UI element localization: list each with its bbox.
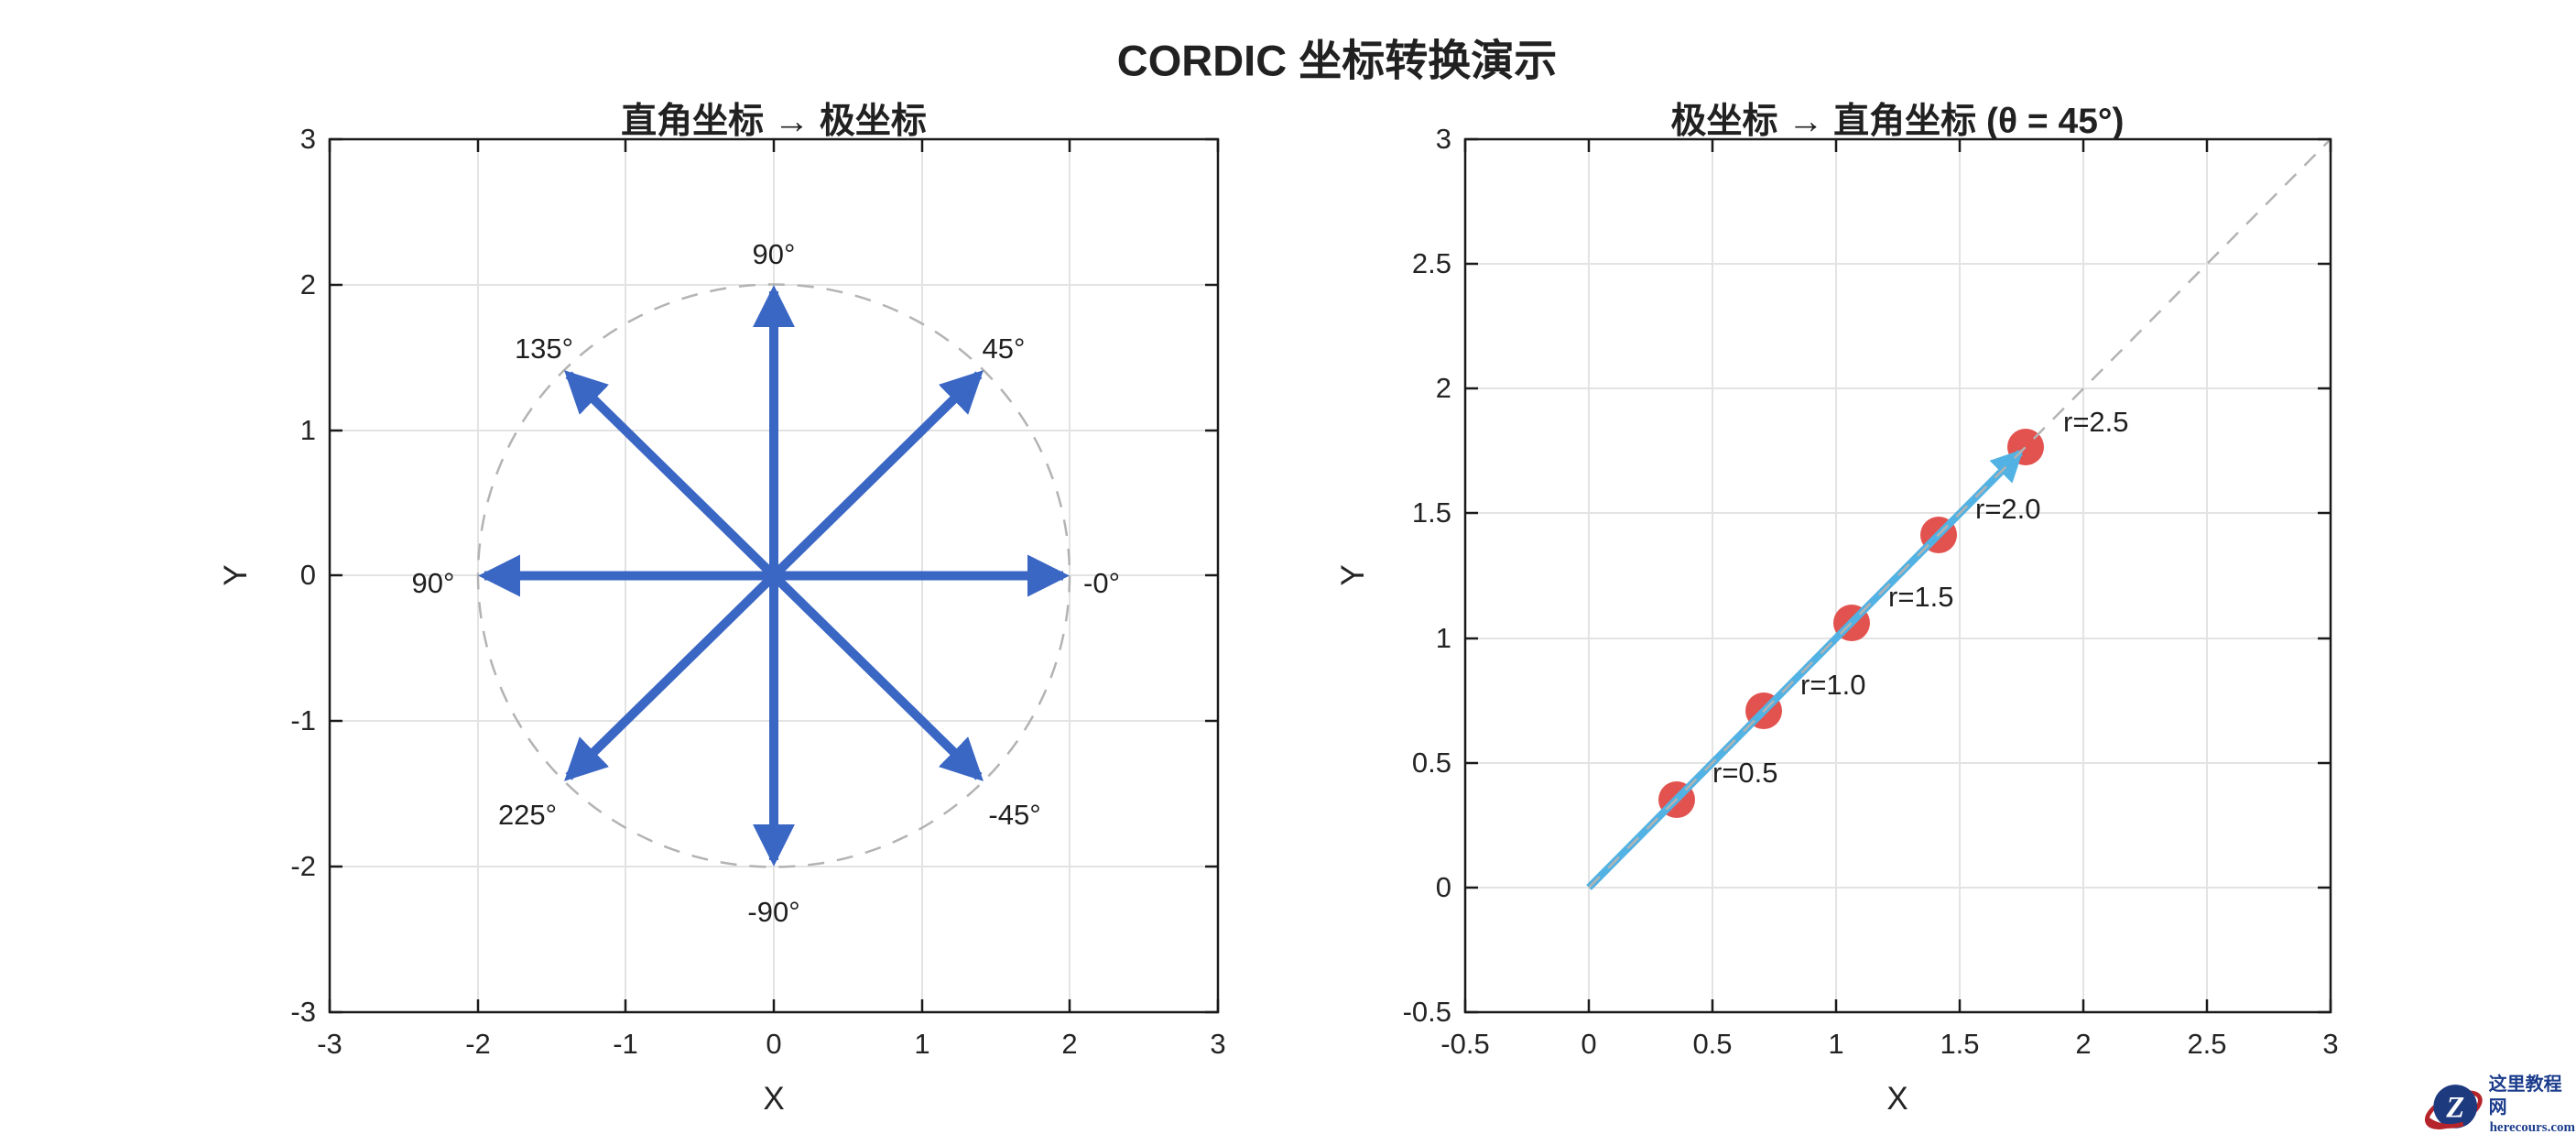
reference-circle bbox=[476, 283, 1071, 868]
angle-label-180: 90° bbox=[411, 567, 455, 599]
right-y-tick: 3 bbox=[1435, 123, 1451, 155]
right-y-tick: 0.5 bbox=[1411, 747, 1451, 779]
left-x-tick: 3 bbox=[1210, 1028, 1226, 1060]
watermark-logo: Z bbox=[2424, 1085, 2483, 1129]
point-label-r20: r=2.0 bbox=[1975, 493, 2041, 525]
left-ylabel: Y bbox=[218, 564, 254, 586]
right-x-tick: 2 bbox=[2075, 1028, 2092, 1060]
watermark-orbit-front bbox=[2427, 1118, 2464, 1129]
right-gridlines bbox=[1465, 139, 2331, 1012]
left-x-tick: 1 bbox=[914, 1028, 930, 1060]
right-x-tick: -0.5 bbox=[1440, 1028, 1490, 1060]
left-plot-title: 直角坐标 → 极坐标 bbox=[621, 102, 927, 141]
right-y-tick: 2.5 bbox=[1411, 247, 1451, 279]
left-y-tick: -3 bbox=[290, 996, 316, 1028]
point-label-r15: r=1.5 bbox=[1888, 581, 1954, 613]
left-x-tick: 0 bbox=[766, 1028, 782, 1060]
angle-label-0: -0° bbox=[1083, 567, 1120, 599]
right-ylabel: Y bbox=[1335, 564, 1371, 586]
watermark-circle bbox=[2433, 1085, 2478, 1129]
vector-225deg bbox=[564, 572, 777, 781]
left-xlabel: X bbox=[763, 1081, 785, 1117]
watermark-texts: 这里教程网 herecours.com bbox=[2489, 1074, 2576, 1136]
left-x-tick: -3 bbox=[317, 1028, 342, 1060]
vector-135deg bbox=[564, 370, 777, 580]
right-x-tick: 1 bbox=[1828, 1028, 1844, 1060]
point-label-r10: r=1.0 bbox=[1800, 669, 1866, 701]
right-y-tick: 1 bbox=[1435, 622, 1451, 654]
point-label-r25: r=2.5 bbox=[2063, 406, 2129, 438]
left-ticks bbox=[328, 137, 1220, 1014]
diagonal-dashed-line bbox=[1588, 138, 2331, 889]
right-x-tick: 3 bbox=[2322, 1028, 2339, 1060]
watermark-letter: Z bbox=[2445, 1091, 2464, 1124]
watermark: Z 这里教程网 herecours.com bbox=[2422, 1068, 2576, 1141]
left-y-tick: 0 bbox=[299, 559, 316, 591]
right-x-tick: 0 bbox=[1581, 1028, 1597, 1060]
angle-label-90: 90° bbox=[752, 238, 796, 270]
right-plot-title: 极坐标 → 直角坐标 (θ = 45°) bbox=[1670, 102, 2125, 141]
left-y-tick: -1 bbox=[290, 704, 316, 736]
left-y-tick: 3 bbox=[299, 123, 316, 155]
right-axes-box bbox=[1463, 137, 2332, 1014]
right-plot bbox=[1463, 137, 2332, 1014]
left-x-tick: -2 bbox=[465, 1028, 491, 1060]
angle-label-45: 45° bbox=[982, 333, 1026, 365]
watermark-site-url: herecours.com bbox=[2489, 1120, 2576, 1135]
figure-title: CORDIC 坐标转换演示 bbox=[1116, 36, 1558, 85]
point-label-r05: r=0.5 bbox=[1712, 757, 1778, 789]
right-y-tick: 1.5 bbox=[1411, 496, 1451, 529]
left-plot bbox=[328, 137, 1220, 1014]
right-x-tick: 0.5 bbox=[1692, 1028, 1733, 1060]
watermark-site-name: 这里教程网 bbox=[2488, 1074, 2562, 1118]
right-x-tick: 2.5 bbox=[2187, 1028, 2227, 1060]
left-y-tick: -2 bbox=[290, 850, 316, 882]
angle-label-225: 225° bbox=[497, 799, 558, 831]
vector-315deg bbox=[770, 572, 984, 781]
angle-label-315: -45° bbox=[988, 799, 1041, 831]
right-y-tick: 2 bbox=[1435, 372, 1451, 404]
left-y-tick: 1 bbox=[299, 414, 316, 446]
right-ticks bbox=[1463, 137, 2332, 1014]
angle-label-135: 135° bbox=[514, 333, 574, 365]
right-y-tick: -0.5 bbox=[1402, 996, 1451, 1028]
left-x-tick: 2 bbox=[1061, 1028, 1078, 1060]
right-x-tick: 1.5 bbox=[1940, 1028, 1980, 1060]
vector-45deg bbox=[770, 370, 984, 580]
right-xlabel: X bbox=[1886, 1081, 1908, 1117]
angle-label-270: -90° bbox=[747, 896, 800, 928]
left-x-tick: -1 bbox=[613, 1028, 638, 1060]
cordic-vectors bbox=[478, 285, 1070, 867]
right-y-tick: 0 bbox=[1435, 871, 1451, 903]
left-y-tick: 2 bbox=[299, 268, 316, 300]
